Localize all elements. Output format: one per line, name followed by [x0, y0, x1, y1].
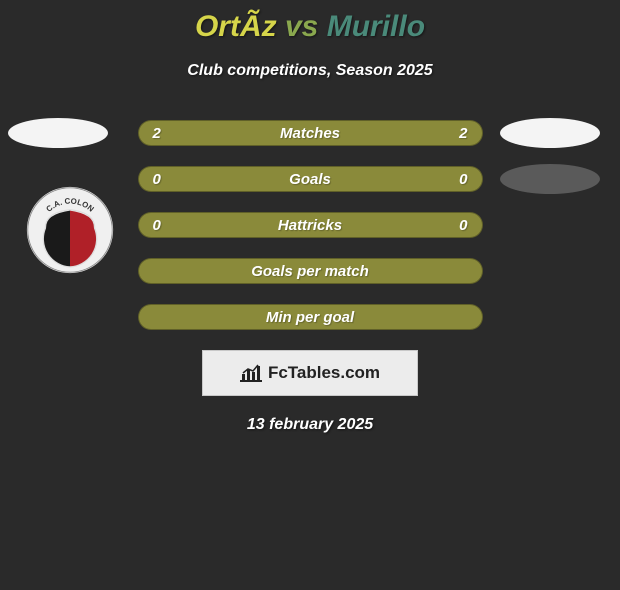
fctables-watermark: FcTables.com	[202, 350, 418, 396]
player2-blob	[500, 164, 600, 194]
stat-row: 2Matches2	[0, 120, 620, 146]
stat-bar: 2Matches2	[138, 120, 483, 146]
club-badge-colon: C.A. COLON	[26, 186, 114, 274]
stat-bar: 0Hattricks0	[138, 212, 483, 238]
stat-value-left: 0	[153, 171, 183, 188]
player2-blob	[500, 118, 600, 148]
stat-label: Min per goal	[183, 309, 438, 326]
stat-row: Min per goal	[0, 304, 620, 330]
stat-value-left: 0	[153, 217, 183, 234]
stat-row-inner: 2Matches2	[0, 120, 620, 146]
player1-name: OrtÃ­z	[195, 10, 277, 43]
vs-label: vs	[285, 10, 318, 43]
subtitle: Club competitions, Season 2025	[0, 62, 620, 80]
stat-bar: Min per goal	[138, 304, 483, 330]
stat-label: Goals	[183, 171, 438, 188]
stat-value-right: 0	[438, 217, 468, 234]
stat-value-right: 0	[438, 171, 468, 188]
stat-value-left: 2	[153, 125, 183, 142]
stat-row-inner: Min per goal	[0, 304, 620, 330]
fctables-label: FcTables.com	[268, 363, 380, 383]
comparison-title: OrtÃ­z vs Murillo	[0, 10, 620, 44]
stat-bar: Goals per match	[138, 258, 483, 284]
stat-label: Hattricks	[183, 217, 438, 234]
stat-label: Goals per match	[183, 263, 438, 280]
stat-label: Matches	[183, 125, 438, 142]
stat-bar: 0Goals0	[138, 166, 483, 192]
player2-name: Murillo	[327, 10, 425, 43]
stat-value-right: 2	[438, 125, 468, 142]
date-label: 13 february 2025	[0, 416, 620, 434]
player1-blob	[8, 118, 108, 148]
chart-icon	[240, 364, 262, 382]
